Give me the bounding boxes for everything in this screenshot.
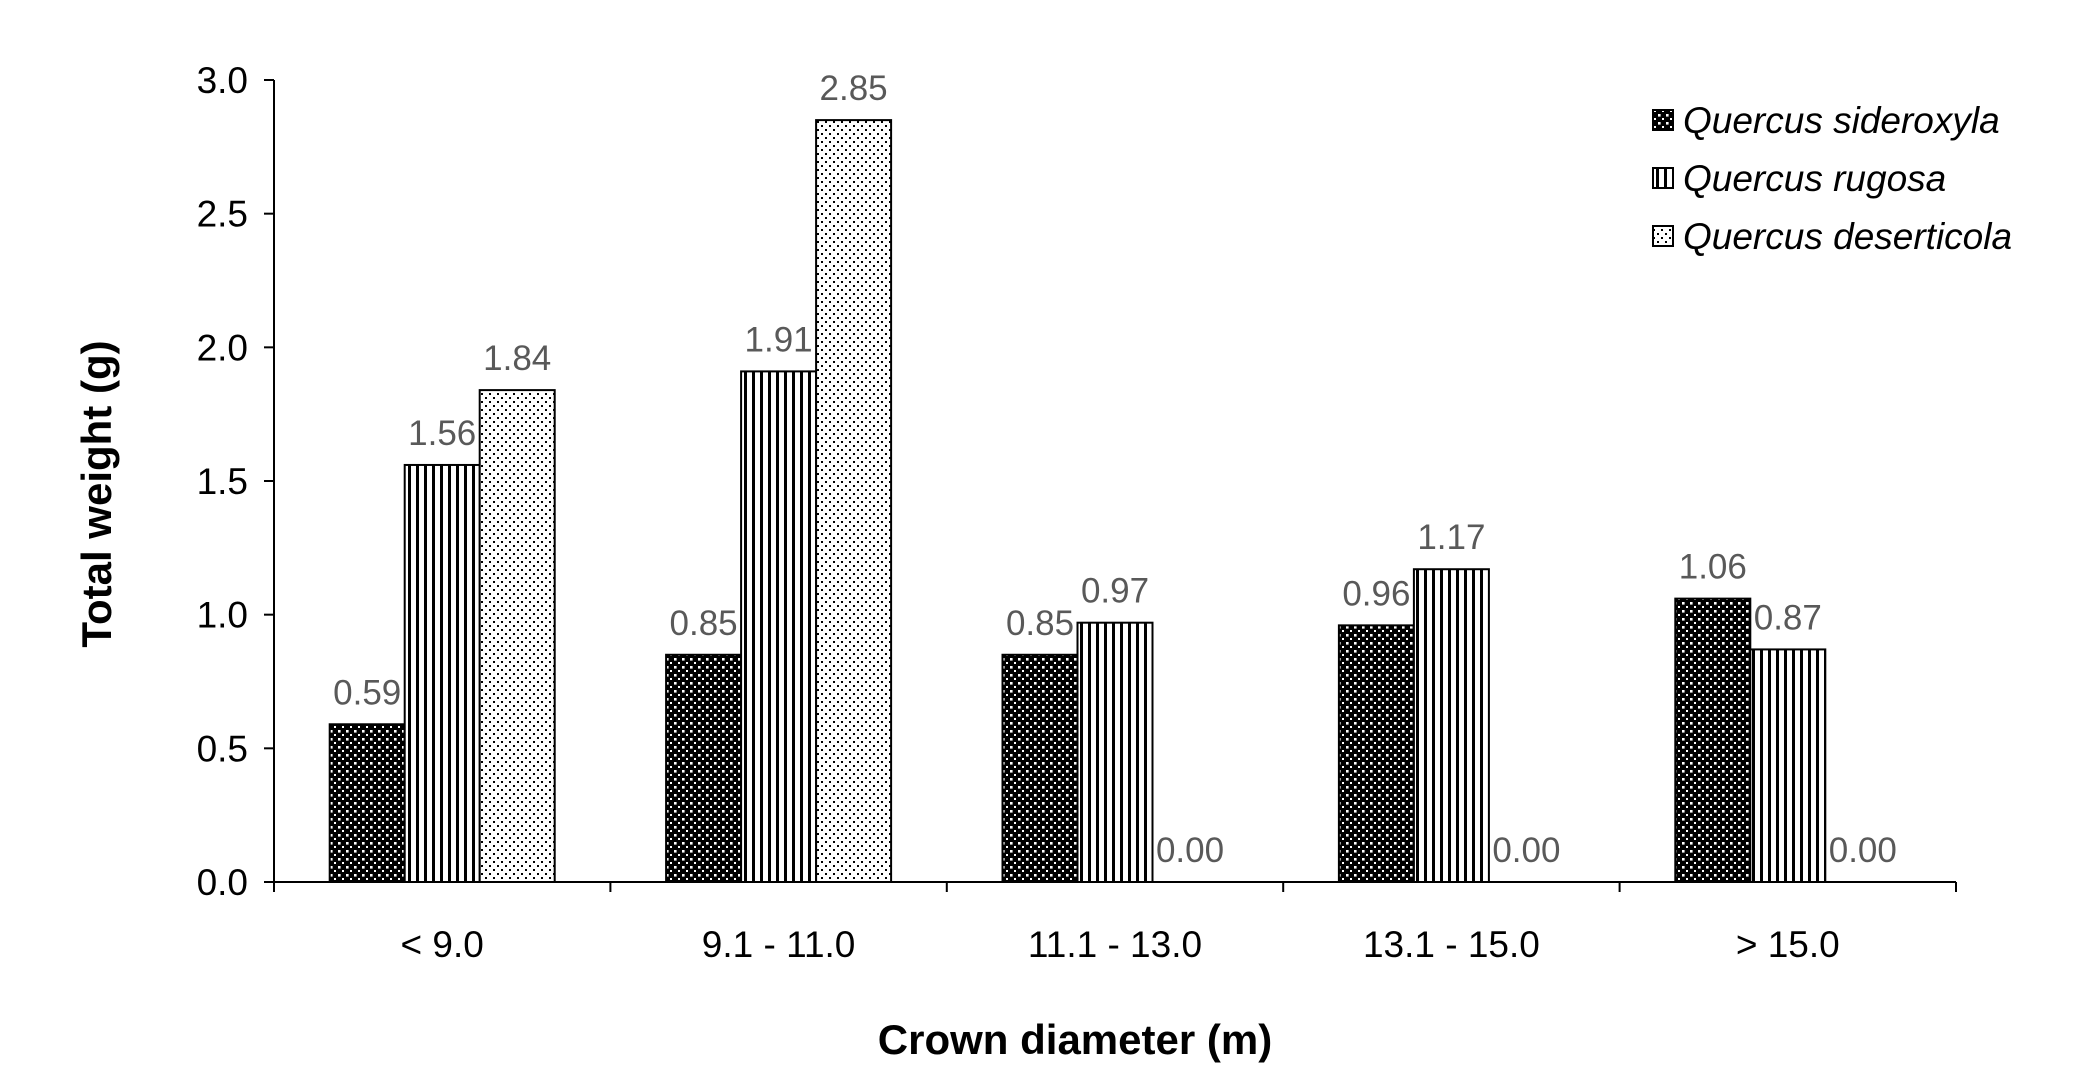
x-tick-label: < 9.0 (401, 924, 484, 965)
legend-swatch (1652, 109, 1674, 131)
y-axis-ticks: 0.0 0.5 1.0 1.5 2.0 2.5 3.0 (197, 60, 274, 903)
x-tick-label: 9.1 - 11.0 (702, 924, 856, 965)
data-label: 0.87 (1754, 598, 1822, 637)
data-label: 0.96 (1342, 574, 1410, 613)
bar (1412, 568, 1490, 883)
data-label: 2.85 (820, 69, 888, 108)
y-tick-label: 2.5 (197, 194, 248, 235)
bar (1076, 621, 1154, 883)
data-label: 0.00 (1492, 831, 1560, 870)
data-label: 0.00 (1829, 831, 1897, 870)
data-label: 0.00 (1156, 831, 1224, 870)
bar (1001, 653, 1079, 883)
plot-area: 0.0 0.5 1.0 1.5 2.0 2.5 3.0 < 9.0 9.1 - 11.0 11.… (197, 60, 1957, 965)
y-tick-label: 2.0 (197, 327, 248, 368)
x-tick-label: 11.1 - 13.0 (1028, 924, 1202, 965)
x-tick-label: 13.1 - 15.0 (1363, 924, 1540, 965)
y-axis-title: Total weight (g) (73, 340, 120, 647)
data-label: 0.85 (1006, 604, 1074, 643)
data-label: 0.85 (670, 604, 738, 643)
data-label: 1.91 (745, 320, 813, 359)
data-label: 0.97 (1081, 572, 1149, 611)
legend-label: Quercus deserticola (1683, 216, 2012, 257)
bar (1337, 624, 1415, 883)
legend-swatch (1652, 225, 1674, 247)
y-tick-label: 0.5 (197, 728, 248, 769)
y-tick-label: 1.5 (197, 461, 248, 502)
data-labels: 0.59 0.85 0.85 0.96 1.06 1.56 1.91 0.97 1.17 0.87… (333, 69, 1897, 870)
legend-swatch (1652, 167, 1674, 189)
bar-groups (328, 119, 1827, 884)
data-label: 1.84 (483, 339, 551, 378)
legend-label: Quercus sideroxyla (1683, 100, 2000, 141)
bar (1674, 597, 1752, 883)
bar (328, 723, 406, 883)
x-tick-label: > 15.0 (1736, 924, 1840, 965)
legend: Quercus sideroxyla Quercus rugosa Quercus … (1652, 100, 2012, 257)
bar (1749, 648, 1827, 883)
bar (740, 370, 818, 883)
data-label: 0.59 (333, 673, 401, 712)
data-label: 1.06 (1679, 548, 1747, 587)
legend-label: Quercus rugosa (1683, 158, 1946, 199)
data-label: 1.56 (408, 414, 476, 453)
bar (665, 653, 743, 883)
x-axis-title: Crown diameter (m) (878, 1016, 1272, 1063)
x-axis-ticks: < 9.0 9.1 - 11.0 11.1 - 13.0 13.1 - 15.0 > 1… (273, 882, 1957, 965)
y-tick-label: 0.0 (197, 862, 248, 903)
bar (478, 389, 556, 883)
data-label: 1.17 (1417, 518, 1485, 557)
bar (403, 463, 481, 883)
bar (815, 119, 893, 884)
y-tick-label: 1.0 (197, 595, 248, 636)
y-tick-label: 3.0 (197, 60, 248, 101)
